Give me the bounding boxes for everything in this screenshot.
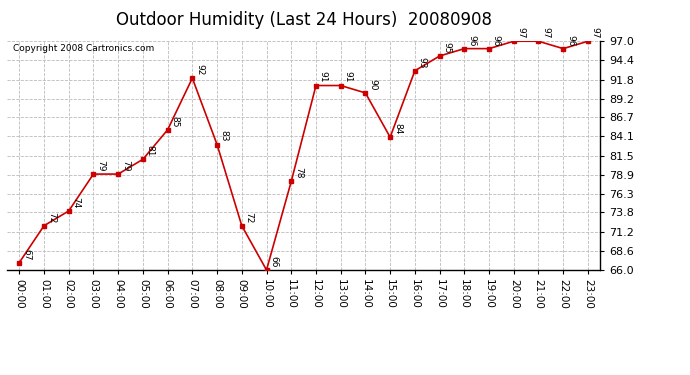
Text: 96: 96 (566, 34, 575, 46)
Text: 95: 95 (442, 42, 451, 53)
Text: 84: 84 (393, 123, 402, 135)
Text: 97: 97 (591, 27, 600, 39)
Text: 81: 81 (146, 145, 155, 157)
Text: 92: 92 (195, 64, 204, 75)
Text: 90: 90 (368, 79, 377, 90)
Text: 67: 67 (22, 249, 31, 260)
Text: 79: 79 (96, 160, 105, 171)
Text: 96: 96 (467, 34, 476, 46)
Text: 97: 97 (517, 27, 526, 39)
Text: Copyright 2008 Cartronics.com: Copyright 2008 Cartronics.com (13, 44, 154, 52)
Text: 74: 74 (72, 197, 81, 208)
Text: 83: 83 (220, 130, 229, 142)
Text: 66: 66 (269, 256, 278, 267)
Text: 97: 97 (541, 27, 550, 39)
Text: 91: 91 (319, 72, 328, 83)
Text: 78: 78 (294, 167, 303, 179)
Text: 85: 85 (170, 116, 179, 127)
Text: 72: 72 (47, 212, 56, 223)
Text: Outdoor Humidity (Last 24 Hours)  20080908: Outdoor Humidity (Last 24 Hours) 2008090… (116, 11, 491, 29)
Text: 72: 72 (244, 212, 253, 223)
Text: 79: 79 (121, 160, 130, 171)
Text: 91: 91 (344, 72, 353, 83)
Text: 93: 93 (417, 57, 426, 68)
Text: 96: 96 (492, 34, 501, 46)
